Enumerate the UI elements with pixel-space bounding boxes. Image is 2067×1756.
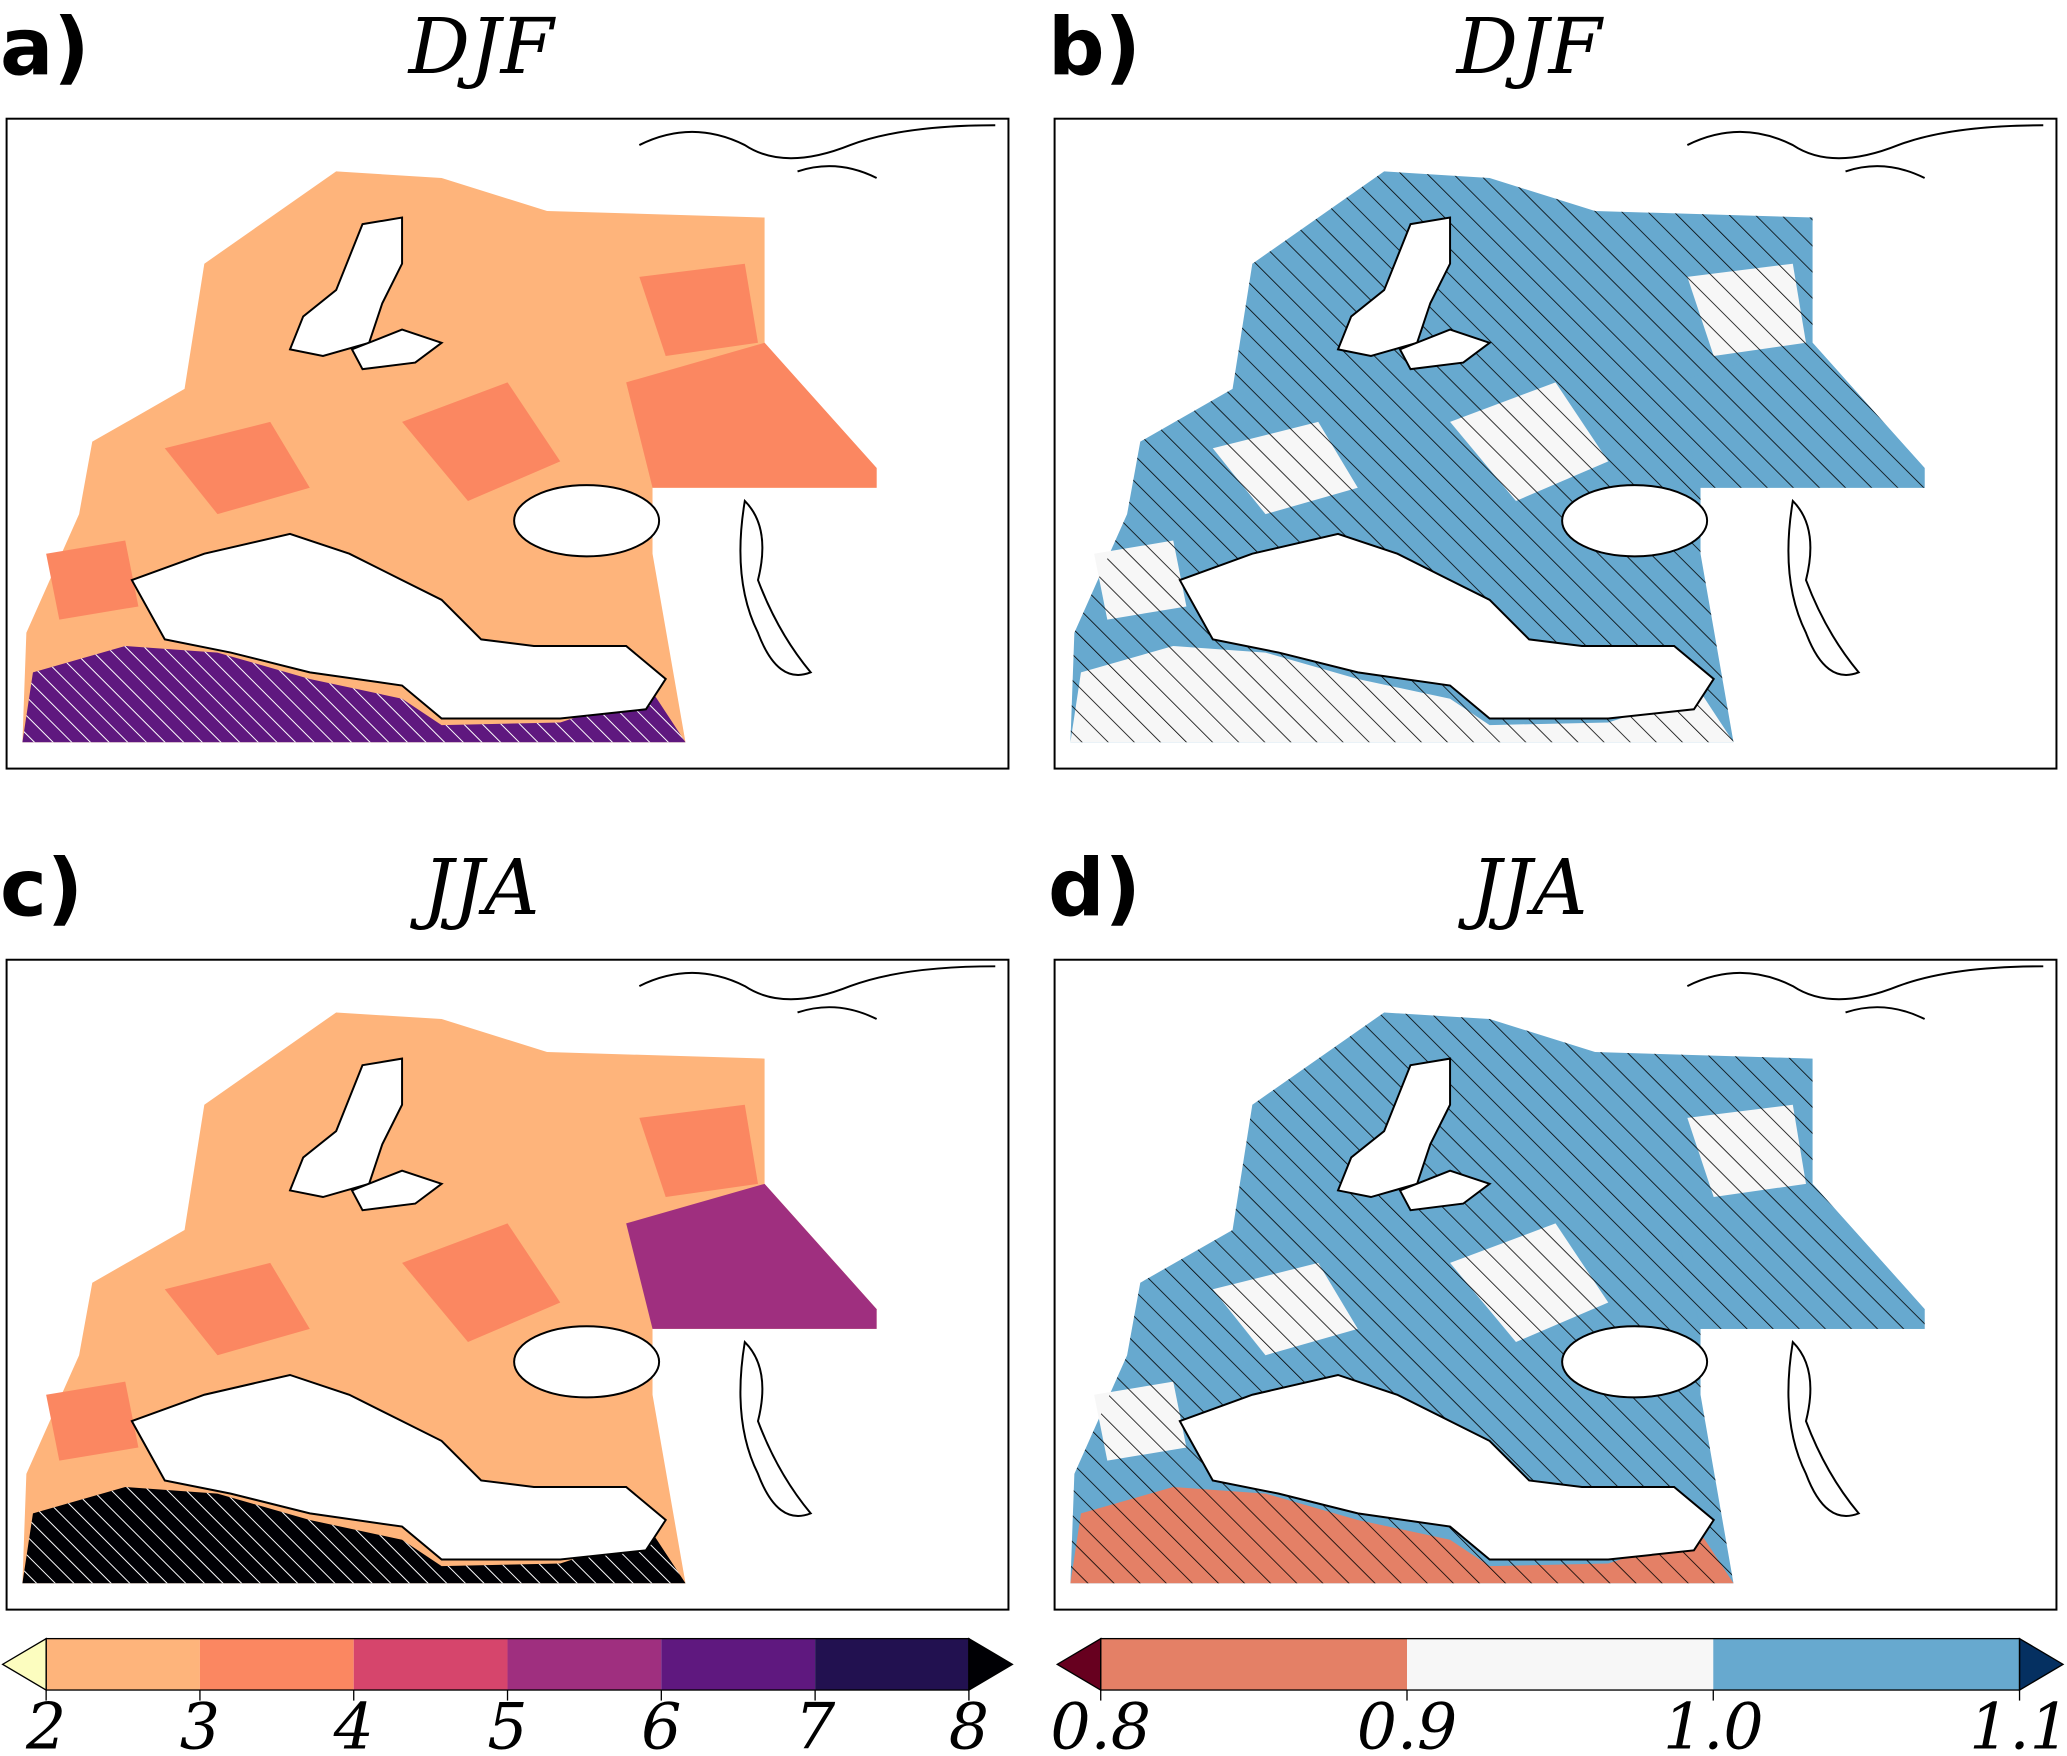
data-patch (639, 263, 758, 356)
panel-label: c) (0, 842, 83, 934)
map-panel (1053, 117, 2058, 770)
colorbar-extend-high (2018, 1637, 2065, 1692)
sea (1398, 328, 1492, 371)
colorbar-tick-label: 1.0 (1663, 1690, 1764, 1756)
data-patch (46, 540, 139, 620)
panel-label: a) (0, 1, 90, 93)
colorbar-tick-label: 2 (25, 1690, 66, 1756)
sea (1336, 216, 1452, 357)
black-sea (1561, 1325, 1709, 1399)
colorbar-segment (1100, 1638, 1408, 1691)
map-panel (1053, 958, 2058, 1611)
sea (1398, 1169, 1492, 1212)
colorbar-tick-label: 0.9 (1357, 1690, 1458, 1756)
sea (1336, 1057, 1452, 1199)
colorbar-frame (1100, 1637, 2021, 1691)
arctic-coast (638, 965, 996, 1020)
sea (130, 532, 668, 720)
panel-title: JJA (410, 844, 540, 933)
data-patch (402, 1223, 561, 1343)
colorbar-segment (507, 1638, 662, 1691)
panel-title: JJA (1458, 844, 1588, 933)
caspian-sea (739, 1339, 813, 1518)
colorbar-extend-low (1055, 1637, 1102, 1692)
hatch-region (22, 1487, 686, 1584)
colorbar-segment (46, 1638, 200, 1691)
sea (288, 216, 404, 357)
colorbar-tick-label: 5 (487, 1690, 527, 1756)
map-frame (5, 958, 1010, 1611)
caspian-sea (739, 498, 813, 676)
map-frame (5, 117, 1010, 770)
data-patch (402, 382, 561, 501)
colorbar-extend-high (968, 1637, 1014, 1692)
data-east (626, 342, 877, 488)
data-patch (164, 1262, 310, 1356)
black-sea (513, 484, 661, 558)
hatch-region (22, 645, 686, 743)
sea (1178, 532, 1716, 720)
colorbar-tick-label: 7 (795, 1690, 836, 1756)
panel-title: DJF (407, 3, 557, 92)
map-panel (5, 117, 1010, 770)
panel-label: d) (1048, 842, 1141, 934)
colorbar-tick-label: 8 (949, 1690, 989, 1756)
colorbar-segment (353, 1638, 508, 1691)
data-patch (164, 421, 310, 515)
colorbar-tick-label: 6 (641, 1690, 681, 1756)
sea (350, 328, 444, 371)
sea (350, 1169, 444, 1212)
colorbar-tick-label: 3 (180, 1690, 220, 1756)
arctic-coast (1686, 965, 2044, 1020)
map-panel (5, 958, 1010, 1611)
colorbar-segment (199, 1638, 354, 1691)
colorbar-tick-label: 4 (333, 1690, 374, 1756)
arctic-coast (638, 124, 996, 179)
sea (1178, 1373, 1716, 1561)
caspian-sea (1787, 498, 1861, 676)
colorbar-segment (1407, 1638, 1714, 1691)
arctic-coast (1686, 124, 2044, 179)
sea (130, 1373, 668, 1561)
black-sea (1561, 484, 1709, 558)
map-frame (1053, 958, 2058, 1611)
map-frame (1053, 117, 2058, 770)
panel-label: b) (1048, 1, 1141, 93)
data-east (626, 1183, 877, 1329)
colorbar-extend-low (1, 1637, 47, 1692)
colorbar-tick-label: 1.1 (1969, 1690, 2067, 1756)
data-patch (639, 1104, 758, 1198)
sea (288, 1057, 404, 1199)
black-sea (513, 1325, 661, 1399)
colorbar-tick-label: 0.8 (1050, 1690, 1151, 1756)
colorbar-segment (1713, 1638, 2020, 1691)
data-patch (46, 1381, 139, 1461)
colorbar-segment (661, 1638, 816, 1691)
caspian-sea (1787, 1339, 1861, 1518)
panel-title: DJF (1455, 3, 1605, 92)
colorbar-segment (815, 1638, 969, 1691)
